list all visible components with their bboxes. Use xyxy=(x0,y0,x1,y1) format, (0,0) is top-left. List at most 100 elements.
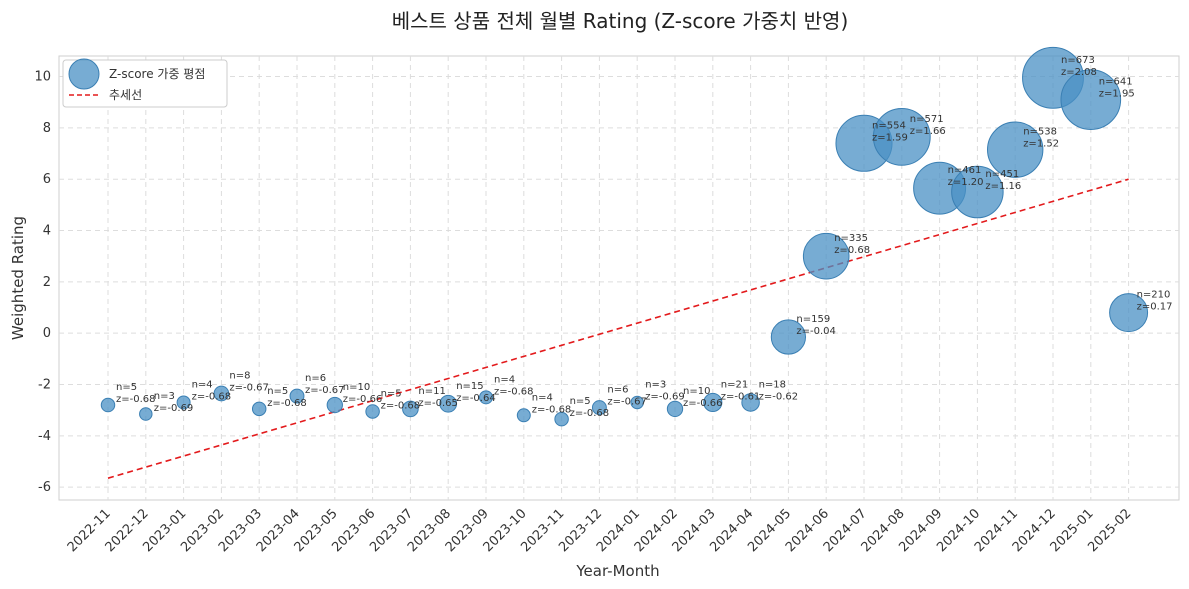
data-bubble xyxy=(591,400,607,416)
data-bubble xyxy=(987,121,1044,178)
trend-line xyxy=(107,178,1129,479)
bubble-n-label: n=3 xyxy=(154,391,175,402)
bubble-n-label: n=673 xyxy=(1061,55,1095,66)
y-tick-label: 10 xyxy=(34,70,51,85)
bubble-layer xyxy=(100,46,1149,427)
bubble-z-label: z=-0.64 xyxy=(456,393,496,404)
bubble-n-label: n=335 xyxy=(834,233,868,244)
bubble-z-label: z=-0.67 xyxy=(305,385,345,396)
data-bubble xyxy=(251,401,267,417)
y-tick-label: 0 xyxy=(43,326,51,341)
bubble-z-label: z=-0.69 xyxy=(645,391,685,402)
bubble-z-label: z=1.95 xyxy=(1099,89,1135,100)
bubble-z-label: z=-0.68 xyxy=(381,400,421,411)
bubble-n-label: n=21 xyxy=(721,379,748,390)
data-bubble xyxy=(479,390,493,405)
bubble-n-label: n=159 xyxy=(796,314,830,325)
data-bubble xyxy=(176,395,191,410)
chart-title: 베스트 상품 전체 월별 Rating (Z-score 가중치 반영) xyxy=(392,9,849,33)
data-bubble xyxy=(213,385,230,402)
data-bubble xyxy=(100,397,116,413)
data-bubble xyxy=(703,392,723,413)
data-bubble xyxy=(802,232,850,280)
bubble-n-label: n=554 xyxy=(872,120,906,131)
bubble-z-label: z=-0.62 xyxy=(759,391,799,402)
x-axis-ticks: 2022-112022-122023-012023-022023-032023-… xyxy=(65,506,1135,555)
bubble-z-label: z=-0.68 xyxy=(267,398,307,409)
data-bubble xyxy=(951,165,1004,219)
legend-box xyxy=(62,59,228,108)
y-tick-label: -6 xyxy=(38,480,51,495)
bubble-z-label: z=1.66 xyxy=(910,126,946,137)
data-bubble xyxy=(326,396,343,414)
y-axis-label: Weighted Rating xyxy=(9,216,27,340)
legend-label-bubbles: Z-score 가중 평점 xyxy=(109,67,205,81)
data-bubble xyxy=(516,408,531,423)
bubble-n-label: n=3 xyxy=(645,379,666,390)
x-axis-label: Year-Month xyxy=(575,562,659,580)
bubble-z-label: z=1.16 xyxy=(985,181,1021,192)
bubble-n-label: n=6 xyxy=(305,373,326,384)
bubble-n-label: n=6 xyxy=(607,385,628,396)
legend-label-trend: 추세선 xyxy=(109,88,142,102)
y-tick-label: -2 xyxy=(38,378,51,393)
bubble-n-label: n=8 xyxy=(229,370,250,381)
bubble-z-label: z=-0.04 xyxy=(796,326,836,337)
bubble-n-label: n=10 xyxy=(683,386,710,397)
data-bubble xyxy=(1109,293,1149,333)
bubble-z-label: z=0.17 xyxy=(1137,302,1173,313)
bubble-n-label: n=10 xyxy=(343,382,370,393)
bubble-z-label: z=1.52 xyxy=(1023,139,1059,150)
bubble-z-label: z=-0.65 xyxy=(418,398,458,409)
y-tick-label: 6 xyxy=(43,172,51,187)
bubble-z-label: z=-0.68 xyxy=(192,391,232,402)
data-bubble xyxy=(365,404,380,419)
y-tick-label: 8 xyxy=(43,121,51,136)
y-tick-label: 4 xyxy=(43,224,51,239)
grid-lines xyxy=(59,56,1179,500)
bubble-n-label: n=5 xyxy=(381,388,402,399)
bubble-z-label: z=-0.68 xyxy=(116,394,156,405)
bubble-n-label: n=210 xyxy=(1137,290,1171,301)
bubble-n-label: n=4 xyxy=(494,374,515,385)
bubble-n-label: n=4 xyxy=(192,379,213,390)
bubble-n-label: n=641 xyxy=(1099,77,1133,88)
bubble-z-label: z=1.20 xyxy=(948,177,984,188)
bubble-n-label: n=451 xyxy=(985,169,1019,180)
bubble-n-label: n=11 xyxy=(418,386,445,397)
bubble-z-label: z=-0.67 xyxy=(229,382,269,393)
legend-bubble-marker xyxy=(68,58,100,90)
y-tick-label: -4 xyxy=(38,429,51,444)
annotation-layer: n=5z=-0.68n=3z=-0.69n=4z=-0.68n=8z=-0.67… xyxy=(116,55,1173,419)
bubble-z-label: z=0.68 xyxy=(834,245,870,256)
bubble-z-label: z=-0.68 xyxy=(570,408,610,419)
bubble-z-label: z=-0.69 xyxy=(154,403,194,414)
data-bubble xyxy=(872,107,931,166)
bubble-n-label: n=538 xyxy=(1023,127,1057,138)
bubble-n-label: n=15 xyxy=(456,381,483,392)
bubble-z-label: z=-0.61 xyxy=(721,391,761,402)
bubble-n-label: n=5 xyxy=(267,386,288,397)
bubble-n-label: n=18 xyxy=(759,379,786,390)
data-bubble xyxy=(554,411,569,427)
bubble-z-label: z=-0.66 xyxy=(343,394,383,405)
bubble-n-label: n=461 xyxy=(948,165,982,176)
y-tick-label: 2 xyxy=(43,275,51,290)
bubble-n-label: n=5 xyxy=(116,382,137,393)
data-bubble xyxy=(666,400,684,418)
data-bubble xyxy=(402,400,419,418)
bubble-z-label: z=-0.66 xyxy=(683,398,723,409)
bubble-n-label: n=4 xyxy=(532,392,553,403)
data-bubble xyxy=(289,388,305,404)
plot-area xyxy=(58,55,1180,501)
data-bubble xyxy=(439,394,458,413)
data-bubble xyxy=(1060,69,1122,130)
trend-line-layer xyxy=(107,178,1129,479)
bubble-z-label: z=2.08 xyxy=(1061,67,1097,78)
legend: Z-score 가중 평점 추세선 xyxy=(62,58,228,108)
data-bubble xyxy=(139,407,153,421)
bubble-n-label: n=5 xyxy=(570,396,591,407)
data-bubble xyxy=(770,319,807,355)
bubble-n-label: n=571 xyxy=(910,114,944,125)
